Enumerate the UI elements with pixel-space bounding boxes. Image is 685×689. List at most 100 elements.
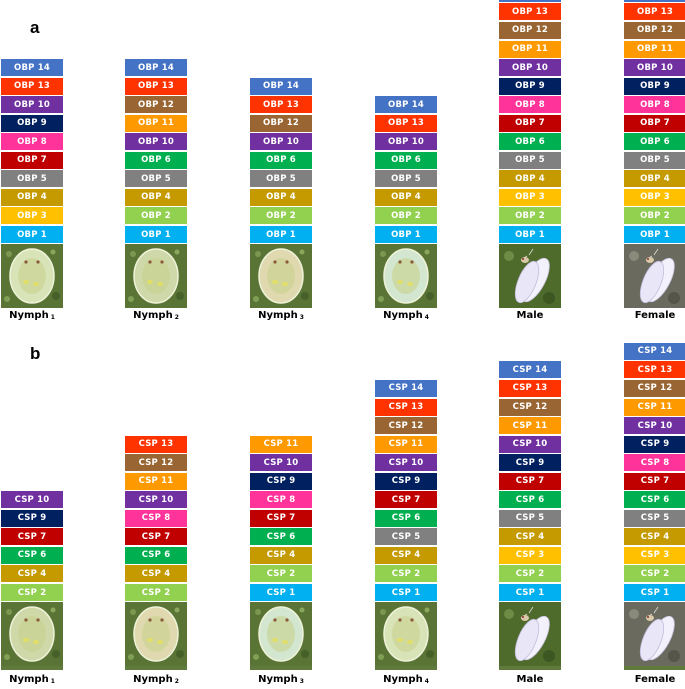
stage-subscript: 4 bbox=[424, 314, 429, 321]
stage-name: Female bbox=[634, 310, 676, 321]
csp-gene-cell: CSP 5 bbox=[375, 528, 437, 546]
csp-gene-cell: CSP 13 bbox=[125, 435, 187, 453]
obp-gene-cell: OBP 13 bbox=[624, 3, 685, 21]
stage-subscript: 2 bbox=[174, 678, 179, 685]
csp-gene-cell: CSP 6 bbox=[250, 528, 312, 546]
obp-gene-cell: OBP 5 bbox=[250, 170, 312, 188]
csp-gene-cell: CSP 6 bbox=[375, 509, 437, 527]
csp-gene-cell: CSP 11 bbox=[250, 435, 312, 453]
obp-gene-cell: OBP 10 bbox=[375, 133, 437, 151]
obp-gene-cell: OBP 5 bbox=[1, 170, 63, 188]
obp-gene-cell: OBP 2 bbox=[499, 207, 561, 225]
csp-gene-cell: CSP 9 bbox=[250, 472, 312, 490]
csp-gene-cell: CSP 7 bbox=[624, 472, 685, 490]
csp-gene-cell: CSP 11 bbox=[624, 398, 685, 416]
stage-name: Nymph bbox=[383, 310, 423, 321]
stage-label: Nymph 4 bbox=[351, 674, 461, 685]
panel-letter-a: a bbox=[30, 18, 40, 37]
csp-gene-cell: CSP 6 bbox=[125, 546, 187, 564]
csp-gene-cell: CSP 2 bbox=[624, 565, 685, 583]
obp-gene-cell: OBP 10 bbox=[250, 133, 312, 151]
csp-gene-cell: CSP 7 bbox=[250, 509, 312, 527]
obp-gene-cell: OBP 5 bbox=[624, 151, 685, 169]
obp-gene-cell: OBP 9 bbox=[624, 77, 685, 95]
obp-gene-cell: OBP 13 bbox=[1, 77, 63, 95]
csp-gene-cell: CSP 7 bbox=[499, 472, 561, 490]
obp-gene-cell: OBP 1 bbox=[250, 226, 312, 243]
csp-gene-cell: CSP 11 bbox=[499, 417, 561, 435]
obp-gene-cell: OBP 7 bbox=[1, 151, 63, 169]
stage-subscript: 3 bbox=[299, 678, 304, 685]
csp-gene-cell: CSP 10 bbox=[499, 435, 561, 453]
csp-gene-cell: CSP 10 bbox=[125, 491, 187, 509]
obp-gene-cell: OBP 14 bbox=[125, 59, 187, 77]
stage-label: Nymph 4 bbox=[351, 310, 461, 321]
csp-gene-cell: CSP 4 bbox=[1, 565, 63, 583]
obp-gene-cell: OBP 9 bbox=[499, 77, 561, 95]
csp-gene-cell: CSP 8 bbox=[624, 454, 685, 472]
csp-gene-cell: CSP 1 bbox=[499, 584, 561, 601]
obp-gene-cell: OBP 14 bbox=[375, 96, 437, 114]
nymph-photo bbox=[375, 244, 437, 308]
obp-gene-cell: OBP 1 bbox=[125, 226, 187, 243]
obp-gene-cell: OBP 1 bbox=[1, 226, 63, 243]
stage-name: Female bbox=[634, 674, 676, 685]
csp-gene-cell: CSP 14 bbox=[624, 342, 685, 360]
csp-gene-cell: CSP 9 bbox=[1, 509, 63, 527]
csp-gene-cell: CSP 1 bbox=[624, 584, 685, 601]
stage-name: Nymph bbox=[9, 310, 49, 321]
csp-gene-cell: CSP 4 bbox=[624, 528, 685, 546]
obp-gene-cell: OBP 10 bbox=[1, 96, 63, 114]
obp-gene-cell: OBP 10 bbox=[499, 59, 561, 77]
csp-gene-cell: CSP 7 bbox=[375, 491, 437, 509]
csp-gene-cell: CSP 13 bbox=[624, 361, 685, 379]
csp-gene-cell: CSP 9 bbox=[499, 454, 561, 472]
obp-gene-cell: OBP 13 bbox=[375, 114, 437, 132]
nymph-photo bbox=[125, 244, 187, 308]
obp-gene-cell: OBP 12 bbox=[125, 96, 187, 114]
obp-gene-cell: OBP 13 bbox=[250, 96, 312, 114]
obp-gene-cell: OBP 4 bbox=[375, 188, 437, 206]
obp-gene-cell: OBP 11 bbox=[499, 40, 561, 58]
csp-gene-cell: CSP 1 bbox=[250, 584, 312, 601]
obp-gene-cell: OBP 12 bbox=[499, 21, 561, 39]
obp-gene-cell: OBP 4 bbox=[499, 170, 561, 188]
stage-label: Nymph 2 bbox=[101, 310, 211, 321]
csp-gene-cell: CSP 14 bbox=[375, 379, 437, 397]
stage-label: Nymph 1 bbox=[0, 674, 87, 685]
stage-subscript: 1 bbox=[50, 314, 55, 321]
obp-gene-cell: OBP 3 bbox=[624, 188, 685, 206]
stage-name: Male bbox=[516, 310, 544, 321]
stage-label: Nymph 3 bbox=[226, 674, 336, 685]
obp-gene-cell: OBP 12 bbox=[250, 114, 312, 132]
obp-gene-cell: OBP 1 bbox=[499, 226, 561, 243]
csp-gene-cell: CSP 10 bbox=[624, 417, 685, 435]
obp-gene-cell: OBP 9 bbox=[1, 114, 63, 132]
csp-gene-cell: CSP 12 bbox=[499, 398, 561, 416]
csp-gene-cell: CSP 2 bbox=[1, 584, 63, 601]
stage-name: Nymph bbox=[258, 310, 298, 321]
csp-gene-cell: CSP 10 bbox=[375, 454, 437, 472]
csp-gene-cell: CSP 2 bbox=[250, 565, 312, 583]
csp-gene-cell: CSP 2 bbox=[375, 565, 437, 583]
stage-subscript: 4 bbox=[424, 678, 429, 685]
obp-gene-cell: OBP 14 bbox=[499, 0, 561, 2]
stage-label: Female bbox=[600, 310, 685, 321]
obp-gene-cell: OBP 1 bbox=[375, 226, 437, 243]
csp-gene-cell: CSP 2 bbox=[125, 584, 187, 601]
adult-whitefly-photo bbox=[499, 602, 561, 670]
adult-whitefly-photo bbox=[499, 244, 561, 308]
obp-gene-cell: OBP 14 bbox=[250, 77, 312, 95]
nymph-photo bbox=[1, 244, 63, 308]
csp-gene-cell: CSP 3 bbox=[624, 546, 685, 564]
obp-gene-cell: OBP 3 bbox=[499, 188, 561, 206]
obp-gene-cell: OBP 13 bbox=[499, 3, 561, 21]
obp-gene-cell: OBP 6 bbox=[499, 133, 561, 151]
panel-letter-b: b bbox=[30, 344, 41, 363]
stage-subscript: 3 bbox=[299, 314, 304, 321]
csp-gene-cell: CSP 6 bbox=[624, 491, 685, 509]
obp-gene-cell: OBP 2 bbox=[125, 207, 187, 225]
nymph-photo bbox=[375, 602, 437, 670]
stage-label: Nymph 1 bbox=[0, 310, 87, 321]
nymph-photo bbox=[250, 602, 312, 670]
